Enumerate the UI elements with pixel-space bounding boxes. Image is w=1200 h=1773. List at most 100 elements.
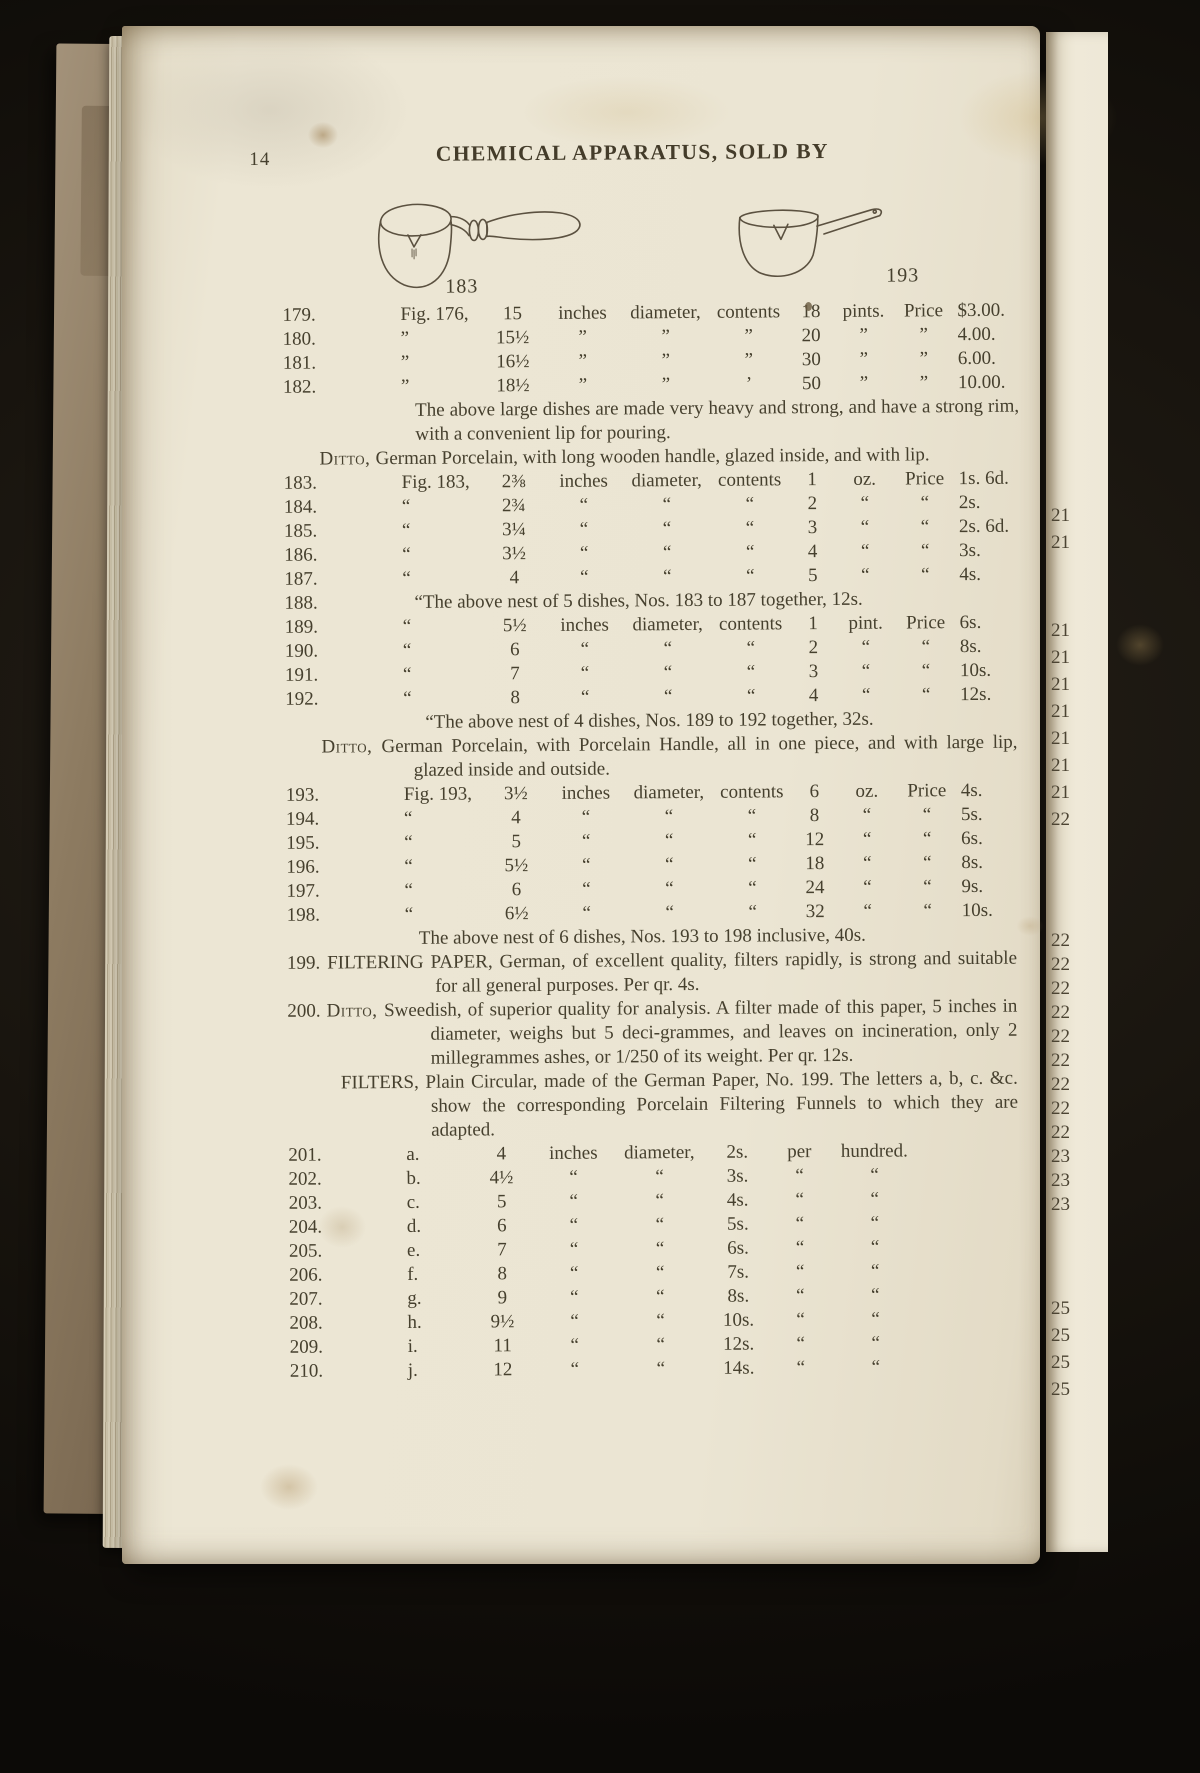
partial-item-number: 23 bbox=[1051, 1170, 1070, 1191]
cell: “ bbox=[921, 564, 930, 586]
cell: “ bbox=[404, 903, 414, 925]
item-number: 206. bbox=[289, 1264, 323, 1286]
cell: 12s. bbox=[960, 683, 992, 706]
cell: 7 bbox=[510, 663, 520, 685]
cell: 3½ bbox=[503, 783, 528, 805]
cell: “ bbox=[570, 1358, 580, 1380]
cell: Fig. 183, bbox=[401, 471, 470, 493]
dish-figure-183 bbox=[348, 194, 599, 308]
cell: “ bbox=[745, 541, 755, 563]
cell: “ bbox=[871, 1284, 880, 1306]
cell: pints. bbox=[842, 300, 885, 322]
cell: “ bbox=[923, 900, 932, 922]
cell: “ bbox=[796, 1309, 805, 1331]
cell: “ bbox=[871, 1356, 881, 1378]
item-number: 179. bbox=[282, 304, 316, 326]
cell: “ bbox=[746, 661, 756, 683]
cell: “ bbox=[656, 1286, 665, 1308]
cell: oz. bbox=[853, 468, 877, 490]
cell: contents bbox=[718, 613, 783, 635]
dish-193-drawing bbox=[738, 208, 883, 277]
cell: 24 bbox=[805, 877, 825, 899]
cell: 10s. bbox=[959, 659, 992, 682]
cell: “ bbox=[861, 660, 871, 682]
cell: “ bbox=[862, 804, 872, 826]
cell: 4 bbox=[496, 1143, 507, 1165]
cell: “ bbox=[920, 492, 930, 514]
cell: 4.00. bbox=[957, 323, 996, 346]
hanging-paragraph: Ditto, German Porcelain, with Porcelain … bbox=[321, 731, 1017, 783]
cell: “ bbox=[401, 519, 411, 541]
item-number: 199. bbox=[286, 952, 328, 974]
lead-label: Ditto, bbox=[319, 448, 376, 470]
cell: 18½ bbox=[496, 375, 530, 397]
dish-figure-193 bbox=[724, 200, 895, 298]
cell: 2⅜ bbox=[501, 471, 526, 493]
cell: “ bbox=[579, 542, 589, 564]
paragraph: “The above nest of 5 dishes, Nos. 183 to… bbox=[414, 588, 863, 613]
cell: “ bbox=[796, 1285, 805, 1307]
cell: “ bbox=[663, 686, 673, 708]
cell: 5 bbox=[511, 831, 521, 853]
cell: “ bbox=[746, 685, 756, 707]
cell: “ bbox=[871, 1332, 880, 1354]
cell: “ bbox=[582, 854, 591, 876]
cell: “ bbox=[861, 684, 871, 706]
partial-item-number: 22 bbox=[1051, 1122, 1070, 1143]
cell: 3s. bbox=[726, 1165, 749, 1187]
cell: pint. bbox=[848, 612, 883, 634]
cell: ” bbox=[400, 375, 410, 397]
table-row: 210. j. 12 “ “ 14s. “ “ bbox=[130, 1354, 1048, 1384]
cell: e. bbox=[406, 1239, 421, 1261]
cell: 8 bbox=[510, 687, 520, 709]
cell: 4½ bbox=[489, 1167, 514, 1189]
page-title: CHEMICAL APPARATUS, SOLD BY bbox=[435, 138, 829, 166]
figure-label: 193 bbox=[886, 264, 920, 287]
partial-item-number: 25 bbox=[1051, 1298, 1070, 1319]
cell: “ bbox=[871, 1308, 880, 1330]
cell: 50 bbox=[801, 373, 822, 395]
cell: 12 bbox=[493, 1359, 513, 1381]
cell: “ bbox=[860, 516, 870, 538]
partial-item-number: 22 bbox=[1051, 1002, 1070, 1023]
cell: contents bbox=[720, 781, 784, 803]
item-number: 181. bbox=[282, 352, 317, 374]
cell: “ bbox=[580, 686, 590, 708]
cell: 18 bbox=[805, 853, 825, 875]
cell: “ bbox=[923, 852, 932, 874]
cell: “ bbox=[747, 805, 757, 827]
cell: 6½ bbox=[504, 903, 529, 925]
cell: “ bbox=[863, 852, 872, 874]
cell: “ bbox=[582, 902, 591, 924]
cell: “ bbox=[870, 1236, 880, 1258]
partial-item-number: 21 bbox=[1051, 755, 1070, 776]
cell: “ bbox=[404, 855, 413, 877]
cell: “ bbox=[923, 876, 932, 898]
cell: 8s. bbox=[959, 635, 982, 658]
cell: 8s. bbox=[727, 1285, 750, 1307]
cell: “ bbox=[655, 1166, 664, 1188]
item-number: 197. bbox=[286, 880, 320, 902]
cell: “ bbox=[569, 1262, 579, 1284]
cell: 6s. bbox=[727, 1237, 749, 1259]
cell: 5½ bbox=[504, 855, 529, 877]
cell: ” bbox=[578, 374, 588, 396]
partial-item-number: 22 bbox=[1051, 978, 1070, 999]
cell: “ bbox=[746, 637, 756, 659]
cell: 10s. bbox=[961, 899, 993, 922]
cell: 8s. bbox=[961, 851, 984, 874]
cell: “ bbox=[655, 1262, 665, 1284]
partial-item-number: 22 bbox=[1051, 1026, 1070, 1047]
cell: “ bbox=[569, 1166, 578, 1188]
cell: 2¾ bbox=[501, 495, 526, 517]
cell: 3s. bbox=[959, 539, 981, 562]
partial-item-number: 21 bbox=[1051, 647, 1070, 668]
item-number: 209. bbox=[289, 1336, 324, 1358]
cell: 9½ bbox=[490, 1311, 515, 1333]
cell: diameter, bbox=[630, 301, 701, 324]
facing-page-sliver: 21 21 21 21 21 21 21 21 21 22 22 22 22 22 22 22 22 22 22 23… bbox=[1046, 32, 1108, 1552]
cell: ” bbox=[919, 348, 929, 370]
cell: Price bbox=[905, 468, 945, 490]
item-number: 202. bbox=[288, 1168, 322, 1190]
cell: 12 bbox=[805, 829, 825, 851]
